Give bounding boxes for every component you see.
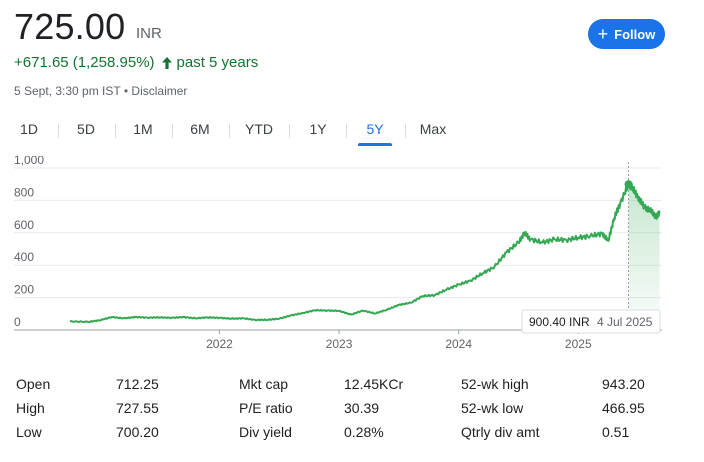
chart-tooltip: 900.40 INR 4 Jul 2025 <box>521 309 661 334</box>
stat-label-div-yield: Div yield <box>239 424 292 440</box>
tab-ytd[interactable]: YTD <box>245 121 273 137</box>
tab-5d[interactable]: 5D <box>77 121 95 137</box>
tab-divider <box>172 124 173 138</box>
plus-icon: + <box>597 23 609 44</box>
stat-label-high: High <box>16 400 45 416</box>
tab-6m[interactable]: 6M <box>190 121 210 137</box>
price-area-fill <box>628 181 660 330</box>
tab-divider <box>229 124 230 138</box>
y-tick-label: 1,000 <box>14 156 44 167</box>
x-tick-label: 2023 <box>326 337 353 351</box>
stat-value-low: 700.20 <box>116 424 159 440</box>
stat-value-open: 712.25 <box>116 376 159 392</box>
y-tick-label: 800 <box>14 185 34 199</box>
x-tick-label: 2025 <box>565 337 592 351</box>
stat-value-52wk-low: 466.95 <box>602 400 645 416</box>
tab-divider <box>58 124 59 138</box>
x-tick-label: 2022 <box>206 337 233 351</box>
y-tick-label: 600 <box>14 218 34 232</box>
tab-1y[interactable]: 1Y <box>309 121 327 137</box>
stat-value-div-yield: 0.28% <box>344 424 384 440</box>
bullet-separator: • <box>123 84 129 98</box>
y-tick-label: 200 <box>14 283 34 297</box>
tab-divider <box>289 124 290 138</box>
tooltip-value: 900.40 INR <box>529 315 590 329</box>
tooltip-date: 4 Jul 2025 <box>597 315 653 329</box>
tab-divider <box>405 124 406 138</box>
y-tick-label: 0 <box>14 315 21 329</box>
stat-label-pe-ratio: P/E ratio <box>239 400 293 416</box>
stat-label-qtrly-div: Qtrly div amt <box>461 424 540 440</box>
timestamp-text: 5 Sept, 3:30 pm IST <box>14 84 121 98</box>
tooltip-box <box>521 309 661 334</box>
price-chart[interactable]: 900.40 INR 4 Jul 2025 0 200 400 600 800 1,000… <box>0 156 704 356</box>
stat-label-low: Low <box>16 424 42 440</box>
tab-divider <box>115 124 116 138</box>
change-period: past 5 years <box>176 54 259 71</box>
tab-1d[interactable]: 1D <box>20 121 38 137</box>
price-line <box>69 180 661 324</box>
stat-value-mkt-cap: 12.45KCr <box>344 376 404 392</box>
stat-label-open: Open <box>16 376 51 392</box>
stat-value-pe-ratio: 30.39 <box>344 400 380 416</box>
y-tick-label: 400 <box>14 250 34 264</box>
disclaimer-link[interactable]: Disclaimer <box>131 84 188 98</box>
x-tick-label: 2024 <box>445 337 472 351</box>
follow-label: Follow <box>614 26 656 42</box>
market-timestamp: 5 Sept, 3:30 pm IST • Disclaimer <box>14 84 187 98</box>
follow-button[interactable]: + Follow <box>588 19 665 49</box>
stat-label-52wk-high: 52-wk high <box>461 376 529 392</box>
stat-value-qtrly-div: 0.51 <box>602 424 630 440</box>
stat-label-mkt-cap: Mkt cap <box>239 376 289 392</box>
arrow-up-icon <box>161 56 172 69</box>
tab-divider <box>346 124 347 138</box>
currency-code: INR <box>136 25 162 42</box>
stat-value-52wk-high: 943.20 <box>602 376 645 392</box>
price-change-row: +671.65 (1,258.95%) past 5 years <box>14 54 258 71</box>
key-stats: Open 712.25 High 727.55 Low 700.20 Mkt c… <box>0 372 704 462</box>
stock-price: 725.00 <box>14 6 126 47</box>
tab-1m[interactable]: 1M <box>133 121 153 137</box>
tab-max[interactable]: Max <box>419 121 447 137</box>
stat-value-high: 727.55 <box>116 400 159 416</box>
hover-point <box>624 180 633 189</box>
tab-5y[interactable]: 5Y <box>358 116 392 146</box>
price-change: +671.65 (1,258.95%) <box>14 54 155 71</box>
stat-label-52wk-low: 52-wk low <box>461 400 524 416</box>
